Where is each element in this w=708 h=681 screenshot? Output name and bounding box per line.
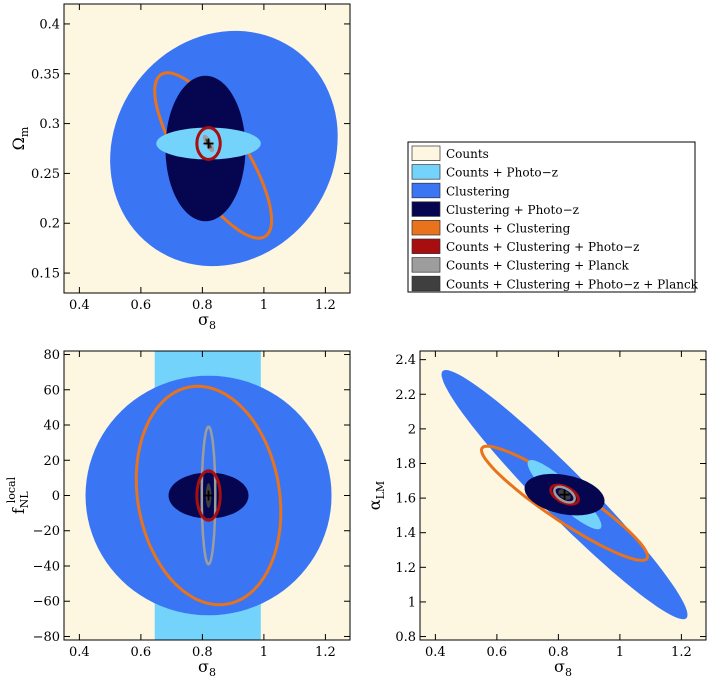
y-tick-label: 0.8 — [395, 630, 416, 645]
y-tick-label: 0.35 — [31, 67, 60, 82]
y-tick-label: 80 — [43, 348, 60, 363]
y-tick-label: 20 — [43, 454, 60, 469]
x-tick-label: 0.6 — [131, 645, 152, 660]
y-tick-label: 1 — [408, 595, 416, 610]
legend-label-clustering-photo-z: Clustering + Photo−z — [446, 203, 579, 217]
y-tick-label: −80 — [33, 630, 60, 645]
y-tick-label: −40 — [33, 559, 60, 574]
legend-label-clustering: Clustering — [446, 184, 510, 198]
x-tick-label: 0.8 — [548, 645, 569, 660]
legend-label-counts-clustering-photo-z: Counts + Clustering + Photo−z — [446, 240, 639, 254]
y-tick-label: 0.4 — [39, 17, 60, 32]
x-tick-label: 1 — [260, 645, 268, 660]
legend-box — [407, 141, 696, 293]
legend-swatch-counts-clustering-photo-z — [411, 238, 441, 254]
legend-label-counts: Counts — [446, 147, 489, 161]
legend-label-counts-clustering: Counts + Clustering — [446, 222, 571, 236]
y-axis-label: fNLlocal — [5, 476, 31, 514]
counts-clustering-contour — [134, 384, 283, 607]
counts-clustering-planck-contour — [553, 485, 576, 504]
legend-swatch-counts-photo-z — [411, 164, 441, 180]
legend-label-counts-clustering-photo-z-planck: Counts + Clustering + Photo−z + Planck — [446, 277, 699, 291]
y-tick-label: 1.4 — [395, 526, 416, 541]
y-tick-label: 0 — [52, 489, 60, 504]
y-tick-label: 2.4 — [395, 353, 416, 368]
x-tick-label: 0.6 — [487, 645, 508, 660]
x-tick-label: 1 — [616, 645, 624, 660]
legend-swatch-counts-clustering-photo-z-planck — [411, 275, 441, 292]
y-tick-label: 1.6 — [395, 492, 416, 507]
x-tick-label: 0.4 — [69, 298, 90, 313]
y-tick-label: 2.2 — [395, 388, 416, 403]
y-tick-label: 1.8 — [395, 457, 416, 472]
x-tick-label: 0.8 — [192, 298, 213, 313]
x-axis-label: σ8 — [554, 657, 572, 679]
counts-clustering-photo-z-contour — [195, 126, 222, 162]
x-axis-label: σ8 — [198, 310, 216, 332]
legend-label-counts-clustering-planck: Counts + Clustering + Planck — [446, 259, 630, 273]
y-axis-label: αLM — [365, 481, 387, 510]
counts-clustering-photo-z-contour — [195, 469, 222, 522]
legend: Counts Counts + Photo−z Clustering Clusteri… — [407, 141, 699, 293]
y-tick-label: 0.15 — [31, 267, 60, 282]
x-axis-label: σ8 — [198, 657, 216, 679]
legend-swatch-counts — [411, 145, 441, 161]
panel-1: 0.4 0.6 0.8 1 1.2 0.15 0.2 0.25 0.3 0.35 0.4 σ8 Ωm — [9, 3, 351, 332]
x-tick-label: 0.4 — [69, 645, 90, 660]
x-tick-label: 1.2 — [315, 645, 336, 660]
y-axis-label: Ωm — [9, 126, 31, 150]
y-tick-label: −60 — [33, 595, 60, 610]
x-tick-label: 0.6 — [131, 298, 152, 313]
y-tick-label: −20 — [33, 524, 60, 539]
legend-swatch-clustering — [411, 182, 441, 199]
y-tick-label: 40 — [43, 419, 60, 434]
x-tick-label: 1 — [260, 298, 268, 313]
y-tick-label: 0.2 — [39, 217, 60, 232]
panel-2: 0.4 0.6 0.8 1 1.2 −80 −60 −40 −20 0 20 40 60 80 σ8 fNLl… — [5, 348, 351, 679]
counts-clustering-contour — [479, 444, 649, 562]
legend-label-counts-photo-z: Counts + Photo−z — [446, 166, 558, 180]
legend-swatch-counts-clustering — [411, 220, 441, 236]
x-tick-label: 0.4 — [425, 645, 446, 660]
x-tick-label: 1.2 — [315, 298, 336, 313]
plot-frame — [419, 350, 707, 641]
panel-3: 0.4 0.6 0.8 1 1.2 0.8 1 1.2 1.4 1.6 1.8 2 2.2 2.4 σ8 αL… — [365, 350, 707, 679]
y-tick-label: 1.2 — [395, 561, 416, 576]
y-tick-label: 60 — [43, 383, 60, 398]
x-tick-label: 1.2 — [671, 645, 692, 660]
y-tick-label: 0.3 — [39, 117, 60, 132]
y-tick-label: 2 — [408, 422, 416, 437]
plot-frame — [63, 3, 351, 294]
legend-swatch-clustering-photo-z — [411, 201, 441, 217]
y-tick-label: 0.25 — [31, 167, 60, 182]
legend-swatch-counts-clustering-planck — [411, 257, 441, 273]
x-tick-label: 0.8 — [192, 645, 213, 660]
counts-clustering-photo-z-contour — [549, 483, 580, 506]
counts-clustering-planck-contour — [200, 425, 217, 566]
